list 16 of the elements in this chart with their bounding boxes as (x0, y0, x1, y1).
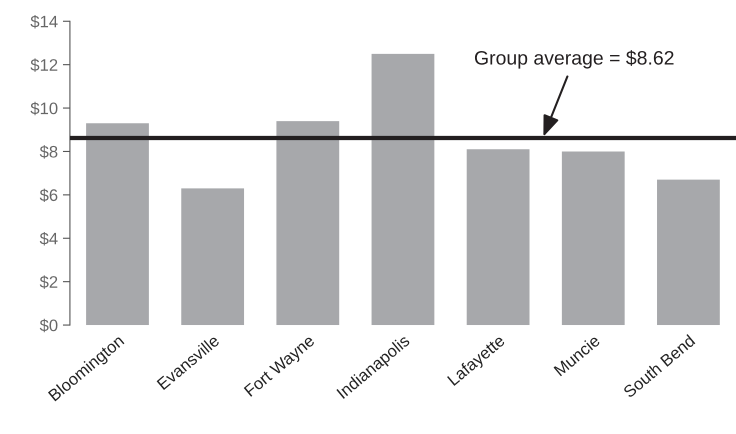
bar (372, 54, 434, 326)
y-tick-label: $12 (30, 58, 58, 72)
y-tick-label: $6 (40, 188, 58, 202)
y-tick-label: $0 (40, 318, 58, 332)
y-tick-label: $10 (30, 102, 58, 116)
bar (86, 123, 149, 326)
bar (181, 188, 244, 326)
ref-line-label: Group average = $8.62 (474, 50, 674, 69)
bar (466, 149, 530, 326)
y-tick-label: $2 (40, 275, 58, 289)
y-tick-label: $14 (30, 14, 58, 28)
y-tick-label: $8 (40, 145, 58, 159)
bar (276, 121, 340, 326)
y-tick-label: $4 (40, 232, 58, 246)
bar (657, 180, 720, 326)
bar (562, 151, 625, 326)
